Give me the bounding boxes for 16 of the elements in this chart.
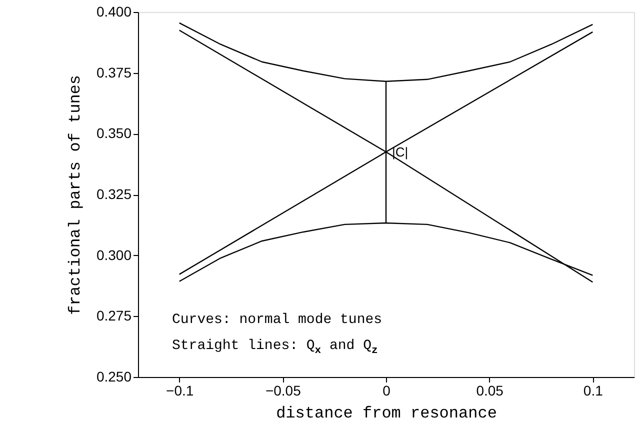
annotation: |C| [392, 144, 408, 160]
x-tick-label: 0 [382, 382, 391, 398]
y-tick-label: 0.300 [96, 246, 132, 263]
y-tick-label: 0.375 [96, 64, 132, 80]
annotation: Curves: normal mode tunes [172, 312, 382, 328]
y-tick-label: 0.400 [96, 4, 132, 20]
y-tick-label: 0.275 [96, 308, 132, 324]
y-tick-label: 0.325 [96, 186, 132, 202]
y-tick-label: 0.350 [96, 125, 132, 142]
x-tick-label: 0.05 [476, 382, 504, 398]
x-tick-label: −0.1 [166, 382, 194, 398]
x-tick-label: −0.05 [265, 382, 302, 398]
x-tick-label: 0.1 [583, 382, 604, 398]
x-axis-title: distance from resonance [276, 404, 497, 422]
y-tick-label: 0.250 [96, 368, 132, 384]
y-axis-title: fractional parts of tunes [66, 74, 84, 316]
